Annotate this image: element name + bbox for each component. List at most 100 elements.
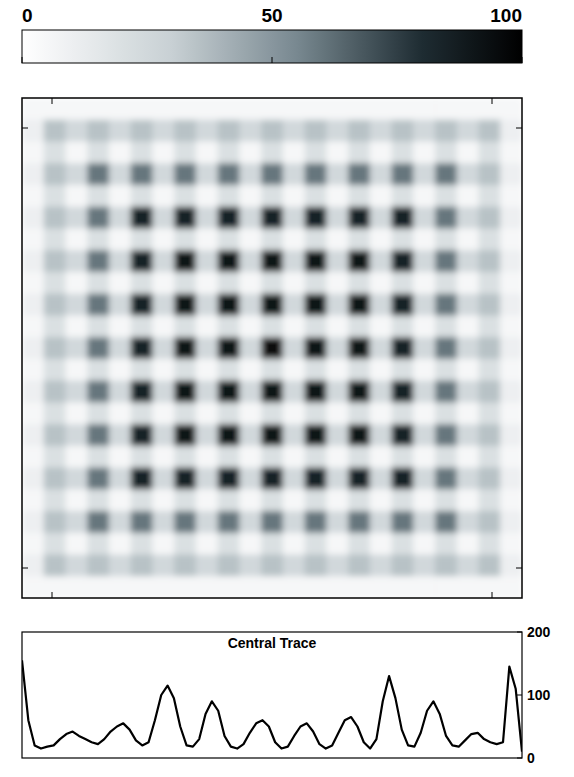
heatmap-cell <box>479 315 501 337</box>
heatmap-cell <box>348 446 370 468</box>
heatmap-cell <box>500 446 522 468</box>
heatmap-cell <box>152 272 174 294</box>
heatmap-cell <box>457 163 479 185</box>
heatmap-cell <box>392 120 414 142</box>
heatmap-cell <box>196 207 218 229</box>
colorbar-label: 100 <box>490 5 522 26</box>
heatmap-cell <box>174 250 196 272</box>
heatmap-cell <box>65 250 87 272</box>
heatmap-cell <box>174 533 196 555</box>
colorbar <box>22 30 522 63</box>
heatmap-cell <box>413 576 435 598</box>
heatmap-cell <box>500 337 522 359</box>
heatmap-cell <box>152 337 174 359</box>
heatmap-cell <box>457 98 479 120</box>
heatmap-cell <box>87 446 109 468</box>
heatmap-cell <box>218 315 240 337</box>
heatmap-cell <box>457 141 479 163</box>
heatmap-cell <box>87 489 109 511</box>
heatmap-cell <box>174 489 196 511</box>
heatmap-cell <box>326 533 348 555</box>
heatmap-cell <box>457 402 479 424</box>
heatmap-cell <box>370 533 392 555</box>
heatmap-cell <box>305 272 327 294</box>
heatmap-cell <box>283 250 305 272</box>
heatmap-cell <box>65 337 87 359</box>
heatmap-cell <box>22 272 44 294</box>
heatmap-cell <box>435 294 457 316</box>
frame-tick <box>492 98 493 104</box>
trace-frame <box>22 632 522 758</box>
heatmap-cell <box>348 315 370 337</box>
frame-tick <box>492 592 493 598</box>
heatmap-cell <box>348 555 370 577</box>
heatmap-cell <box>196 141 218 163</box>
heatmap-cell <box>283 228 305 250</box>
heatmap-cell <box>87 337 109 359</box>
heatmap-cell <box>283 511 305 533</box>
heatmap-cell <box>305 98 327 120</box>
heatmap-cell <box>305 250 327 272</box>
frame-tick <box>516 128 522 129</box>
heatmap-cell <box>239 98 261 120</box>
heatmap-cell <box>152 359 174 381</box>
heatmap-cell <box>305 185 327 207</box>
heatmap-cell <box>131 141 153 163</box>
heatmap-cell <box>500 533 522 555</box>
heatmap-cell <box>218 402 240 424</box>
heatmap-cell <box>413 120 435 142</box>
heatmap-cell <box>457 120 479 142</box>
heatmap-cell <box>479 359 501 381</box>
heatmap-cell <box>261 511 283 533</box>
heatmap-cell <box>44 163 66 185</box>
heatmap-cell <box>65 294 87 316</box>
heatmap-cell <box>218 163 240 185</box>
colorbar-tick <box>522 57 523 63</box>
heatmap-cell <box>479 207 501 229</box>
heatmap-cell <box>65 98 87 120</box>
heatmap-cell <box>174 446 196 468</box>
heatmap-cell <box>326 555 348 577</box>
heatmap-cell <box>479 250 501 272</box>
heatmap-cell <box>392 511 414 533</box>
heatmap-cell <box>326 163 348 185</box>
frame-tick <box>22 128 28 129</box>
heatmap-cell <box>196 315 218 337</box>
heatmap-cell <box>196 185 218 207</box>
heatmap-cell <box>152 185 174 207</box>
heatmap-cell <box>87 120 109 142</box>
heatmap-cell <box>218 294 240 316</box>
heatmap-cell <box>218 511 240 533</box>
heatmap-cell <box>131 468 153 490</box>
heatmap-cell <box>261 533 283 555</box>
heatmap-cell <box>479 185 501 207</box>
heatmap-cell <box>326 402 348 424</box>
heatmap-cell <box>109 207 131 229</box>
heatmap-cell <box>326 424 348 446</box>
heatmap-cell <box>413 294 435 316</box>
heatmap-cell <box>326 272 348 294</box>
heatmap-cell <box>239 315 261 337</box>
heatmap-cell <box>22 120 44 142</box>
heatmap-cell <box>44 489 66 511</box>
heatmap-cell <box>500 250 522 272</box>
heatmap-cell <box>370 468 392 490</box>
heatmap-cell <box>218 120 240 142</box>
heatmap-cell <box>413 163 435 185</box>
heatmap-cell <box>174 555 196 577</box>
heatmap-cell <box>109 576 131 598</box>
heatmap-cell <box>131 120 153 142</box>
heatmap-cell <box>500 468 522 490</box>
heatmap-cell <box>283 555 305 577</box>
heatmap-cell <box>65 576 87 598</box>
heatmap-cell <box>109 272 131 294</box>
heatmap-cell <box>174 576 196 598</box>
heatmap-cell <box>196 120 218 142</box>
heatmap-area <box>22 98 522 598</box>
heatmap-cell <box>22 141 44 163</box>
heatmap-cell <box>348 576 370 598</box>
frame-tick <box>516 568 522 569</box>
heatmap-cell <box>500 120 522 142</box>
heatmap-cell <box>22 359 44 381</box>
heatmap-cell <box>305 576 327 598</box>
